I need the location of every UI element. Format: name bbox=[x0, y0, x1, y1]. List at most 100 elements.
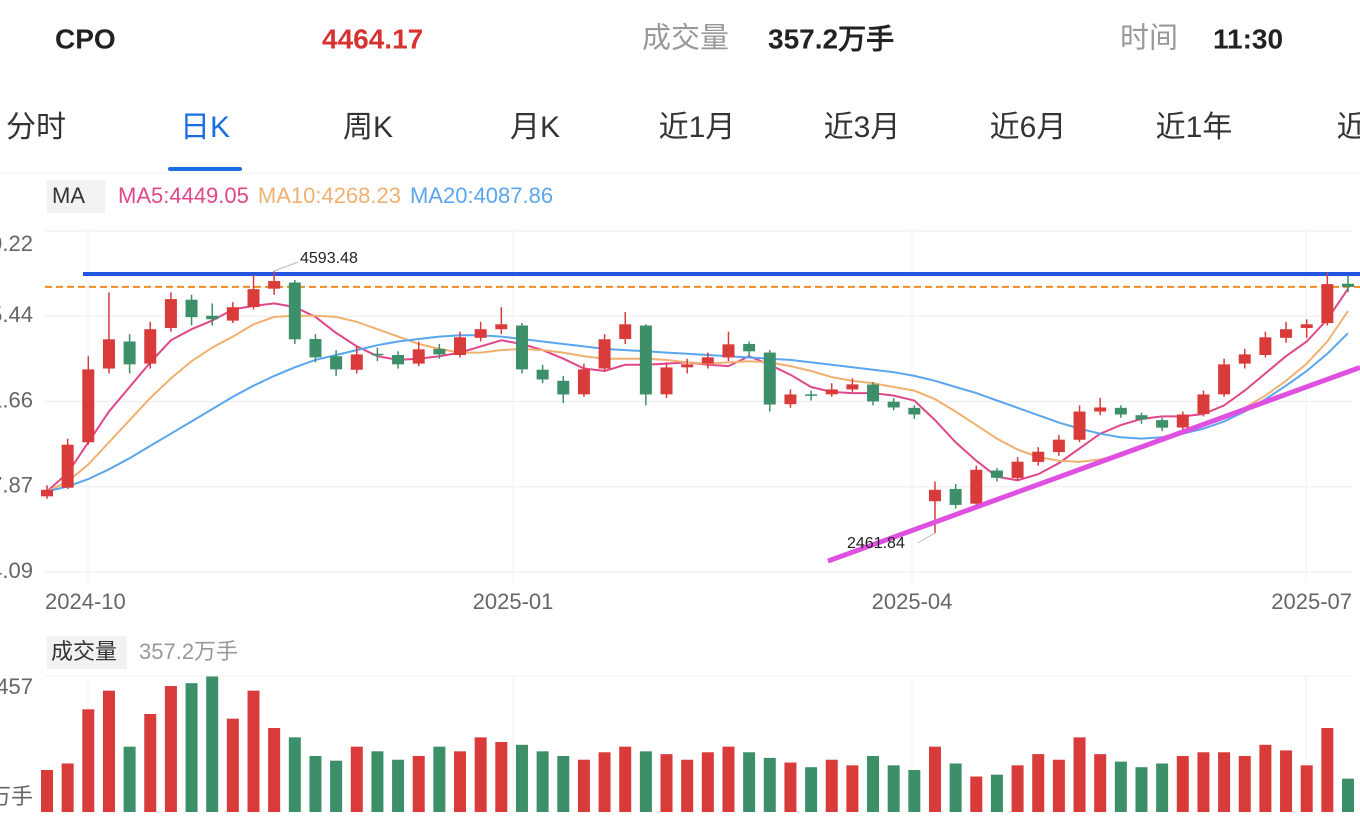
volume-bar bbox=[454, 751, 467, 812]
candle-body bbox=[1114, 407, 1127, 415]
candle-body bbox=[867, 384, 880, 402]
legend-item: MA10:4268.23 bbox=[258, 183, 401, 208]
volume-bar bbox=[371, 751, 384, 812]
candle-body bbox=[309, 339, 322, 358]
candle-body bbox=[1094, 407, 1107, 412]
candle-body bbox=[1011, 461, 1024, 478]
candle-body bbox=[908, 407, 921, 415]
candle-body bbox=[763, 352, 776, 405]
volume-bar bbox=[350, 746, 363, 812]
candle-body bbox=[433, 348, 446, 355]
volume-bar bbox=[268, 728, 281, 812]
volume-bar bbox=[123, 746, 136, 812]
time-label: 时间 bbox=[1120, 22, 1178, 55]
tab[interactable]: 月K bbox=[510, 111, 560, 144]
volume-bar bbox=[515, 744, 528, 812]
candle-body bbox=[805, 394, 818, 396]
candle-body bbox=[288, 282, 301, 340]
volume-bar bbox=[61, 763, 74, 812]
candle-body bbox=[350, 354, 363, 370]
tab[interactable]: 近1年 bbox=[1156, 111, 1233, 144]
volume-bar bbox=[206, 676, 219, 812]
candle-body bbox=[247, 289, 260, 308]
tab[interactable]: 周K bbox=[343, 111, 393, 144]
volume-tick-label: 1457 bbox=[0, 674, 33, 699]
volume-bar bbox=[784, 762, 797, 812]
candle-body bbox=[1218, 364, 1231, 395]
volume-bar bbox=[82, 709, 95, 812]
tab[interactable]: 分时 bbox=[6, 111, 66, 144]
candle-body bbox=[82, 369, 95, 443]
candle-body bbox=[928, 489, 941, 502]
y-tick-label: 2837.87 bbox=[0, 473, 33, 498]
candle-body bbox=[371, 353, 384, 356]
legend-item: MA5:4449.05 bbox=[118, 183, 249, 208]
x-tick-label: 2025-07 bbox=[1271, 589, 1352, 614]
min-label: 2461.84 bbox=[847, 535, 905, 552]
volume-bar bbox=[226, 718, 239, 812]
candle-body bbox=[1176, 414, 1189, 428]
volume-bar bbox=[1032, 754, 1045, 812]
candle-body bbox=[619, 324, 632, 340]
volume-bar bbox=[970, 776, 983, 812]
candle-body bbox=[123, 341, 136, 365]
volume-bar bbox=[805, 767, 818, 812]
candle-body bbox=[330, 356, 343, 370]
volume-bar bbox=[330, 760, 343, 812]
volume-bar bbox=[928, 746, 941, 812]
volume-badge bbox=[47, 636, 127, 669]
volume-bar bbox=[598, 752, 611, 812]
volume-bar bbox=[1321, 728, 1334, 812]
volume-bar bbox=[41, 770, 53, 812]
volume-bar bbox=[846, 765, 859, 812]
volume-bar bbox=[474, 737, 487, 812]
volume-bar bbox=[1238, 756, 1251, 812]
volume-bar bbox=[763, 757, 776, 812]
x-tick-label: 2025-04 bbox=[872, 589, 953, 614]
candle-body bbox=[846, 384, 859, 390]
candle-body bbox=[1259, 337, 1272, 356]
candle-body bbox=[784, 394, 797, 405]
volume-bar bbox=[743, 752, 756, 812]
volume-bar bbox=[577, 759, 590, 812]
volume-bar bbox=[949, 763, 962, 812]
tab[interactable]: 近3年 bbox=[1337, 111, 1360, 144]
candle-body bbox=[41, 489, 53, 497]
candle-body bbox=[206, 315, 219, 320]
candle-body bbox=[598, 339, 611, 369]
candle-body bbox=[1135, 415, 1148, 420]
y-tick-label: 4225.44 bbox=[0, 302, 33, 327]
candle-body bbox=[660, 367, 673, 395]
candle-body bbox=[1321, 284, 1334, 324]
candle-body bbox=[681, 364, 694, 368]
volume-bar bbox=[1300, 765, 1313, 812]
volume-bar bbox=[536, 751, 549, 812]
candle-body bbox=[577, 369, 590, 395]
max-leader bbox=[273, 261, 299, 272]
volume-bar bbox=[412, 756, 425, 812]
tab[interactable]: 近6月 bbox=[990, 111, 1067, 144]
candle-body bbox=[474, 329, 487, 338]
volume-bar bbox=[681, 759, 694, 812]
ma-label: MA bbox=[52, 183, 85, 208]
min-leader bbox=[917, 532, 936, 544]
candle-body bbox=[515, 325, 528, 370]
candle-body bbox=[226, 307, 239, 321]
volume-bar bbox=[1280, 750, 1293, 812]
legend-item: MA20:4087.86 bbox=[410, 183, 553, 208]
tab[interactable]: 近3月 bbox=[824, 111, 901, 144]
tab[interactable]: 日K bbox=[180, 111, 230, 144]
volume-bar bbox=[639, 751, 652, 812]
price: 4464.17 bbox=[322, 23, 423, 54]
volume-bar bbox=[1176, 756, 1189, 812]
volume-unit: 万手 bbox=[0, 784, 33, 809]
volume-bar bbox=[1342, 778, 1354, 812]
volume-bar bbox=[867, 756, 880, 812]
max-label: 4593.48 bbox=[300, 250, 358, 267]
volume-bar bbox=[309, 756, 322, 812]
tab[interactable]: 近1月 bbox=[659, 111, 736, 144]
y-tick-label: 4919.22 bbox=[0, 231, 33, 256]
candle-body bbox=[1073, 411, 1086, 440]
candle-body bbox=[825, 389, 838, 395]
